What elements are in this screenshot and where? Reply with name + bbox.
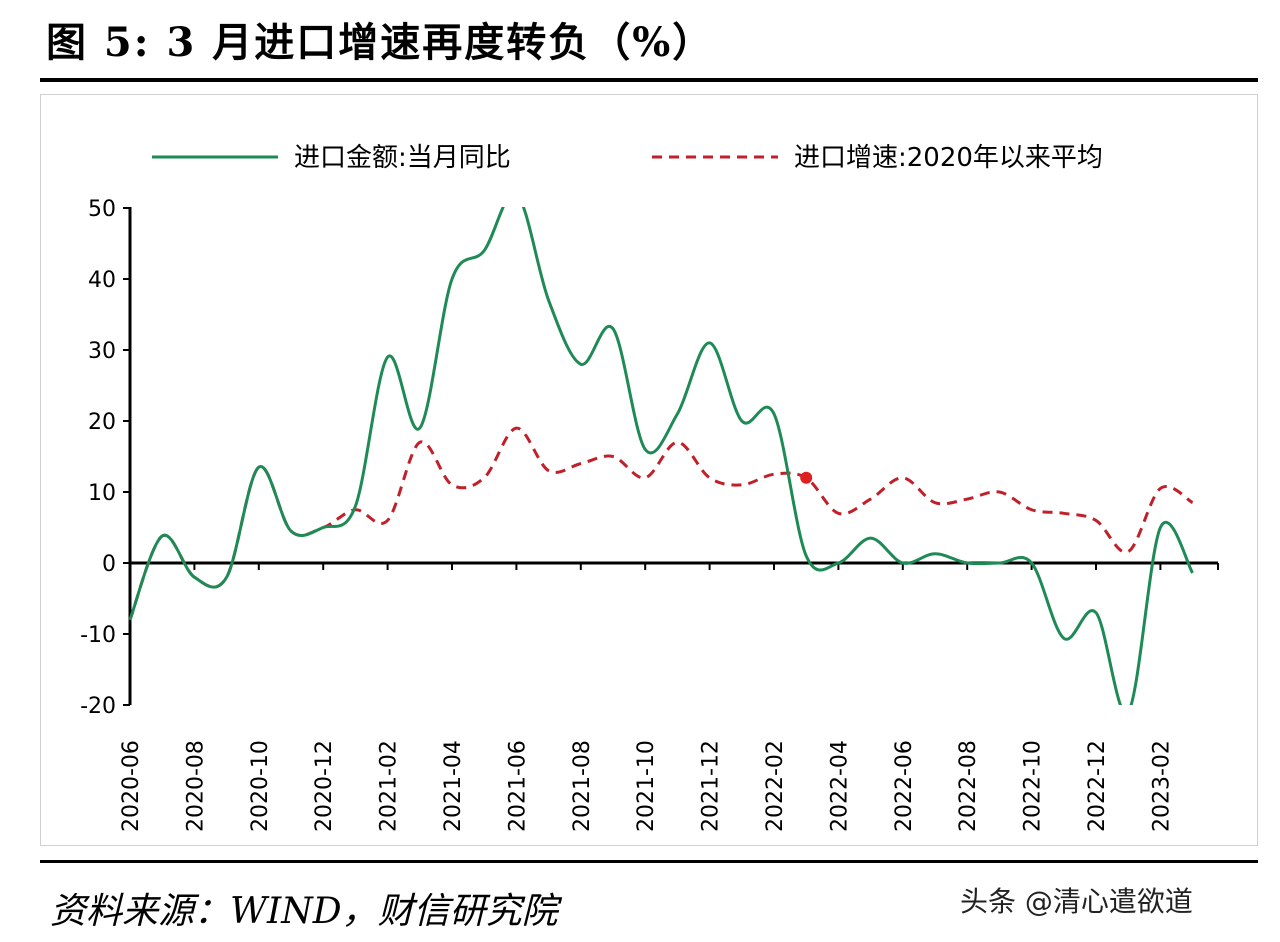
import-yoy-line (128, 207, 1194, 705)
x-tick-label: 2022-06 (892, 740, 917, 832)
x-tick-label: 2021-02 (377, 740, 402, 832)
source-note: 资料来源：WIND，财信研究院 (50, 891, 558, 932)
x-tick-label: 2021-10 (634, 740, 659, 832)
x-tick-label: 2020-06 (119, 740, 144, 832)
title-rule (40, 78, 1258, 82)
y-tick-label: 40 (88, 268, 116, 293)
y-tick-label: 0 (102, 552, 116, 577)
x-tick-label: 2021-08 (570, 740, 595, 832)
average-growth-line (128, 426, 1194, 621)
y-tick-label: 20 (88, 410, 116, 435)
y-tick-label: 50 (88, 197, 116, 222)
x-tick-label: 2021-06 (505, 740, 530, 832)
chart-title: 图 5: 3 月进口增速再度转负（%） (46, 19, 715, 66)
x-tick-label: 2020-08 (183, 740, 208, 832)
x-tick-label: 2020-12 (312, 740, 337, 832)
chart-frame (40, 94, 1258, 846)
x-tick-label: 2022-12 (1085, 740, 1110, 832)
x-tick-label: 2022-04 (827, 740, 852, 832)
x-tick-label: 2021-04 (441, 740, 466, 832)
footer-rule (40, 860, 1258, 863)
y-tick-label: 10 (88, 481, 116, 506)
x-tick-label: 2022-02 (763, 740, 788, 832)
x-tick-label: 2022-08 (956, 740, 981, 832)
highlight-point (800, 471, 813, 484)
x-tick-label: 2021-12 (699, 740, 724, 832)
legend-label: 进口增速:2020年以来平均 (794, 143, 1103, 173)
legend-label: 进口金额:当月同比 (294, 143, 511, 173)
watermark: 头条 @清心遣欲道 (960, 885, 1193, 918)
x-tick-label: 2023-02 (1149, 740, 1174, 832)
x-tick-label: 2022-10 (1021, 740, 1046, 832)
y-tick-label: 30 (88, 339, 116, 364)
y-tick-label: -20 (80, 694, 116, 719)
y-tick-label: -10 (80, 623, 116, 648)
x-tick-label: 2020-10 (248, 740, 273, 832)
